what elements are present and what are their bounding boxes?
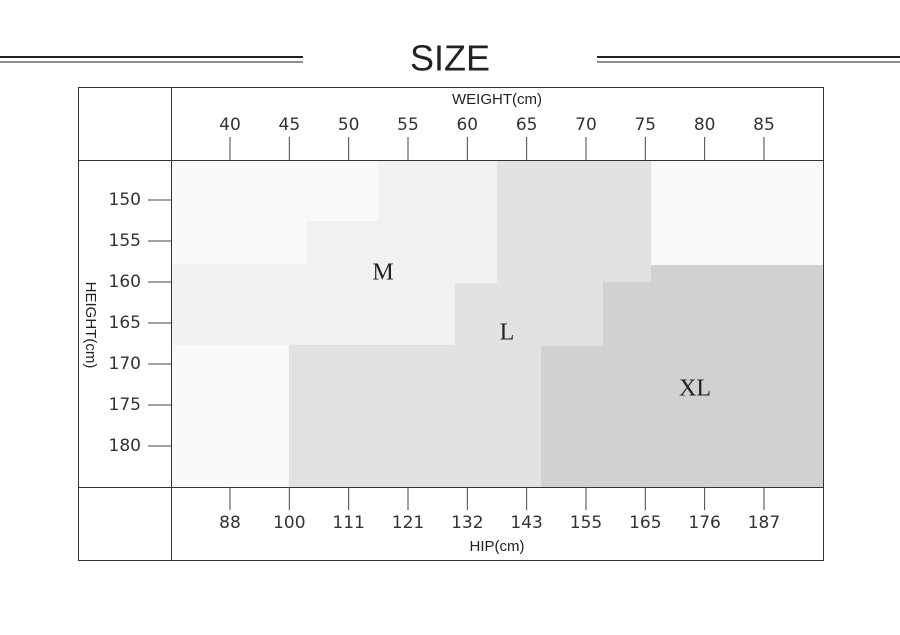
height-label: HEIGHT(cm) bbox=[82, 282, 99, 369]
weight-tick-label: 65 bbox=[516, 115, 538, 135]
hip-tick-label: 143 bbox=[510, 513, 542, 533]
weight-tick-label: 40 bbox=[219, 115, 241, 135]
hip-tick-label: 176 bbox=[688, 513, 720, 533]
weight-tick-label: 50 bbox=[338, 115, 360, 135]
hip-label: HIP(cm) bbox=[470, 538, 525, 555]
region-label: M bbox=[372, 260, 393, 286]
frame bbox=[78, 87, 824, 561]
region-label: XL bbox=[679, 376, 711, 402]
weight-tick-label: 75 bbox=[634, 115, 656, 135]
height-tick-label: 165 bbox=[109, 313, 141, 333]
hip-tick-label: 111 bbox=[332, 513, 364, 533]
weight-tick-label: 45 bbox=[279, 115, 301, 135]
height-tick-label: 155 bbox=[109, 231, 141, 251]
hip-tick-label: 100 bbox=[273, 513, 305, 533]
weight-tick-label: 80 bbox=[694, 115, 716, 135]
region-m bbox=[171, 160, 497, 345]
header-rules bbox=[0, 56, 900, 63]
weight-label: WEIGHT(cm) bbox=[452, 91, 542, 108]
weight-tick-label: 60 bbox=[456, 115, 478, 135]
region-label: L bbox=[500, 320, 515, 346]
weight-tick-label: 55 bbox=[397, 115, 419, 135]
height-tick-label: 160 bbox=[109, 272, 141, 292]
weight-tick-label: 70 bbox=[575, 115, 597, 135]
height-tick-label: 180 bbox=[109, 436, 141, 456]
hip-tick-label: 88 bbox=[219, 513, 241, 533]
hip-tick-label: 187 bbox=[748, 513, 780, 533]
title: SIZE bbox=[410, 38, 490, 79]
hip-tick-label: 132 bbox=[451, 513, 483, 533]
height-tick-label: 175 bbox=[109, 395, 141, 415]
hip-tick-label: 121 bbox=[392, 513, 424, 533]
hip-tick-label: 155 bbox=[570, 513, 602, 533]
height-tick-label: 150 bbox=[109, 190, 141, 210]
hip-tick-label: 165 bbox=[629, 513, 661, 533]
height-tick-label: 170 bbox=[109, 354, 141, 374]
weight-tick-label: 85 bbox=[753, 115, 775, 135]
region-l bbox=[289, 160, 651, 487]
region-xl bbox=[541, 265, 823, 487]
